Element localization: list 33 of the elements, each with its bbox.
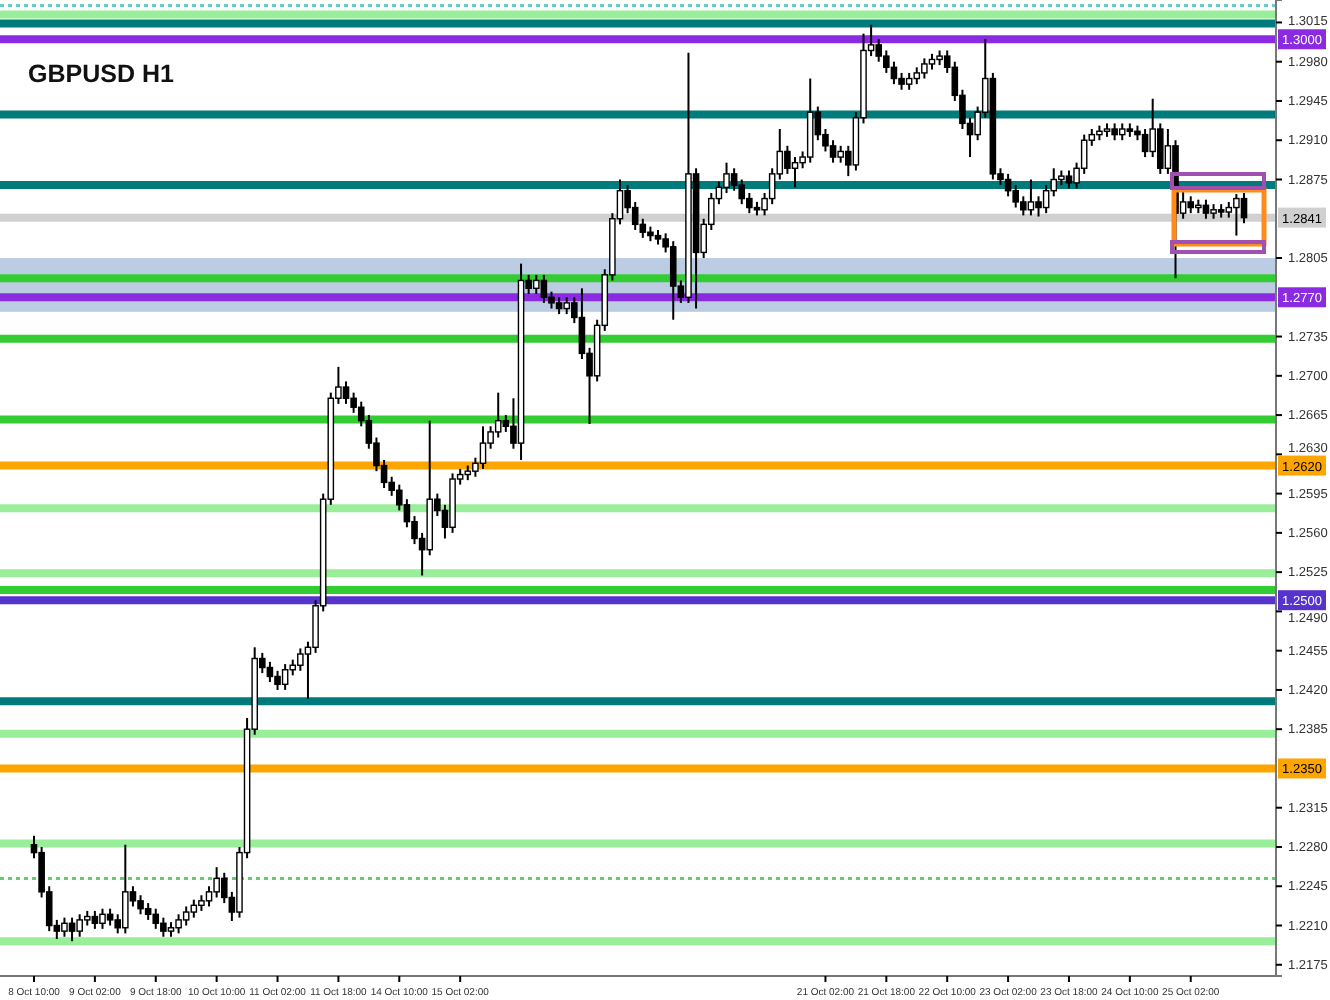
candlestick — [274, 669, 281, 691]
candlestick — [1027, 178, 1035, 217]
candlestick — [791, 156, 799, 189]
text: GBPUSD H1 — [28, 60, 174, 88]
candlestick — [1042, 184, 1050, 215]
candlestick — [99, 907, 106, 930]
candlestick — [1141, 128, 1149, 159]
candlestick — [342, 380, 350, 405]
candlestick — [806, 77, 814, 164]
candlestick — [152, 907, 160, 930]
candlestick — [1035, 195, 1042, 218]
candlestick — [182, 905, 190, 927]
candlestick — [1240, 191, 1248, 225]
candlestick — [68, 916, 76, 943]
candlestick — [1202, 198, 1210, 220]
candlestick — [1233, 193, 1240, 237]
candlestick — [205, 885, 213, 908]
candlestick — [532, 273, 540, 295]
candlestick — [175, 913, 182, 935]
candlestick — [122, 843, 129, 935]
candlestick — [829, 139, 837, 164]
candlestick — [160, 916, 167, 938]
candlestick — [479, 425, 487, 470]
candlestick — [76, 913, 83, 938]
candlestick — [540, 273, 548, 304]
candlestick — [669, 240, 677, 321]
candlestick — [730, 167, 738, 192]
candlestick — [281, 663, 289, 691]
candlestick — [137, 894, 144, 916]
candlestick — [266, 660, 274, 684]
candlestick — [61, 916, 68, 938]
candlestick — [213, 866, 220, 899]
candlestick — [921, 57, 928, 80]
